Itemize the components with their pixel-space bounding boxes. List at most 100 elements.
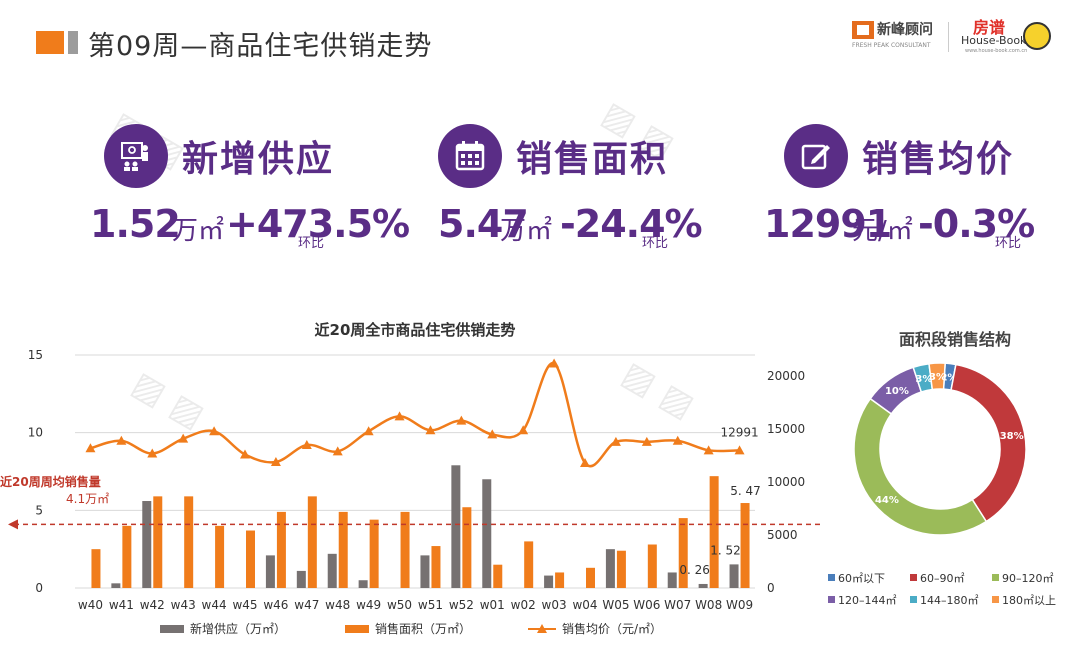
kpi-label: 新增供应 [182, 139, 335, 180]
supply-sales-chart: 近20周全市商品住宅供销走势 0 5 10 15 0 5000 10000 15000 20000… [8, 321, 820, 636]
avg-price-marker [240, 449, 250, 459]
x-tick-label: w51 [418, 598, 443, 612]
x-tick-label: w44 [202, 598, 227, 612]
avg-price-marker [456, 415, 467, 425]
x-tick-label: W08 [695, 598, 722, 612]
kpi-suffix: 环比 [298, 236, 325, 251]
supply-bar [327, 553, 337, 588]
y-left-tick-label: 5 [35, 503, 43, 517]
sales-area-bar [184, 496, 194, 588]
kpi-label: 销售均价 [862, 139, 1015, 180]
x-tick-label: w04 [572, 598, 597, 612]
x-tick-label: w41 [109, 598, 134, 612]
avg-price-marker [580, 458, 590, 468]
supply-bar [667, 572, 677, 588]
chart-title: 近20周全市商品住宅供销走势 [315, 321, 516, 339]
y-right-tick-label: 20000 [767, 369, 805, 383]
avg-price-marker [301, 440, 312, 450]
donut-legend-swatch [910, 596, 917, 603]
donut-legend-swatch [992, 596, 999, 603]
supply-bar [296, 570, 306, 588]
donut-slice-label: 2% [940, 373, 957, 384]
donut-legend-swatch [910, 574, 917, 581]
kpi-change: -0.3% [918, 202, 1035, 246]
kpi-label: 销售面积 [516, 139, 669, 180]
supply-bar [729, 564, 739, 588]
x-tick-label: w40 [78, 598, 103, 612]
donut-legend-label: 90–120㎡ [1002, 572, 1054, 585]
sales-area-bar [586, 567, 595, 588]
donut-legend-label: 120–144㎡ [838, 594, 897, 607]
supply-bar [265, 555, 275, 588]
sales-area-bar [153, 496, 163, 588]
x-tick-label: w50 [387, 598, 412, 612]
edit-icon [784, 124, 848, 188]
y-right-tick-label: 15000 [767, 422, 805, 436]
supply-bar [358, 580, 368, 588]
y-right-tick-label: 0 [767, 581, 775, 595]
avg-price-marker [178, 433, 189, 443]
x-tick-label: W09 [726, 598, 753, 612]
housebook-logo: 房谱 House-Book www.house-book.com.cn [955, 14, 1053, 58]
x-tick-label: W06 [633, 598, 660, 612]
sales-area-bar [431, 546, 441, 588]
bee-mascot-icon [1023, 22, 1051, 50]
supply-icon [104, 124, 168, 188]
page-title: 第09周—商品住宅供销走势 [88, 31, 433, 62]
avg-price-line [90, 362, 740, 468]
logo-divider [948, 22, 949, 52]
y-left-tick-label: 15 [28, 348, 43, 362]
legend-label: 销售面积（万㎡） [375, 621, 471, 636]
avg-price-marker [85, 443, 96, 453]
kpi-change: +473.5% [226, 202, 410, 246]
x-tick-label: w48 [325, 598, 350, 612]
y-left-tick-label: 10 [28, 426, 43, 440]
x-tick-label: w52 [449, 598, 474, 612]
avg-price-marker [549, 358, 560, 368]
x-tick-label: w01 [480, 598, 505, 612]
avg-price-marker [672, 435, 683, 445]
supply-bar [142, 501, 152, 588]
housebook-logo-url: www.house-book.com.cn [965, 48, 1028, 54]
x-tick-label: w42 [140, 598, 165, 612]
supply-bar [111, 583, 121, 588]
x-tick-label: W05 [602, 598, 629, 612]
sales-area-bar [524, 541, 534, 588]
legend-marker-price [537, 624, 547, 633]
donut-slice [853, 397, 988, 536]
x-tick-label: w02 [511, 598, 536, 612]
kpi-change: -24.4% [560, 202, 703, 246]
sales-area-bar [740, 503, 750, 588]
supply-bar [451, 465, 461, 588]
sales-area-bar [122, 525, 132, 588]
kpi-unit: 万㎡ [172, 216, 225, 246]
avg-price-marker [209, 426, 220, 436]
avg-price-marker [425, 425, 436, 435]
header-orange-block [36, 31, 64, 54]
xinfeng-logo-mark [852, 21, 874, 39]
legend-label: 新增供应（万㎡） [190, 621, 286, 636]
data-label: 1. 52 [710, 543, 741, 557]
donut-legend-label: 60㎡以下 [838, 572, 885, 585]
sales-area-bar [276, 511, 286, 588]
avg-price-marker [487, 429, 498, 439]
donut-slice-label: 38% [1000, 431, 1024, 442]
sales-area-bar [616, 550, 626, 588]
supply-bar [698, 583, 708, 588]
avg-price-marker [518, 425, 529, 435]
donut-slice-label: 3% [929, 372, 946, 383]
x-tick-label: w46 [263, 598, 288, 612]
donut-legend-swatch [828, 574, 835, 581]
header: 第09周—商品住宅供销走势 新峰顾问 FRESH PEAK CONSULTANT… [0, 0, 1080, 72]
avg-sales-value: 4.1万㎡ [66, 492, 110, 506]
sales-area-bar [493, 564, 503, 588]
sales-area-bar [338, 511, 348, 588]
y-left-tick-label: 0 [35, 581, 43, 595]
donut-slice [950, 363, 1027, 523]
sales-area-bar [307, 496, 317, 588]
avg-arrow-icon [8, 519, 18, 530]
kpi-value: 12991 [764, 202, 892, 246]
y-right-tick-label: 10000 [767, 475, 805, 489]
donut-title: 面积段销售结构 [899, 330, 1011, 349]
kpi-unit: 万㎡ [500, 216, 553, 246]
